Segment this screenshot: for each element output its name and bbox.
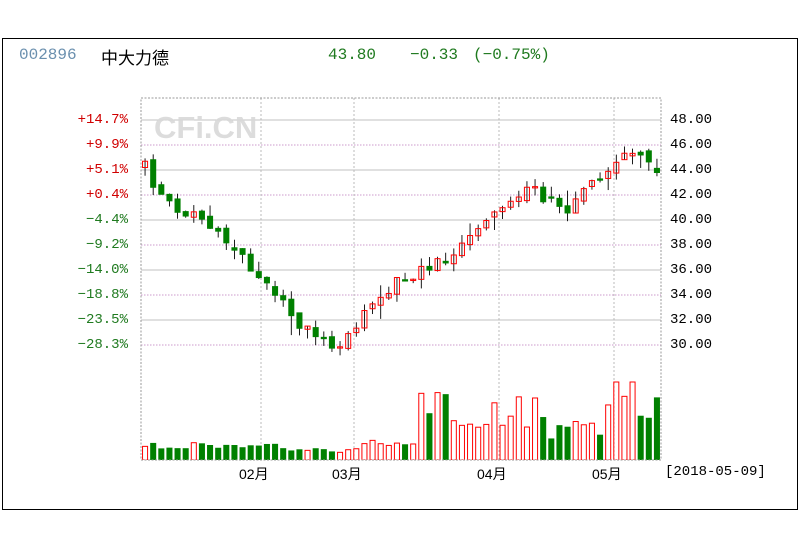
svg-text:CFi.CN: CFi.CN [154, 110, 257, 145]
